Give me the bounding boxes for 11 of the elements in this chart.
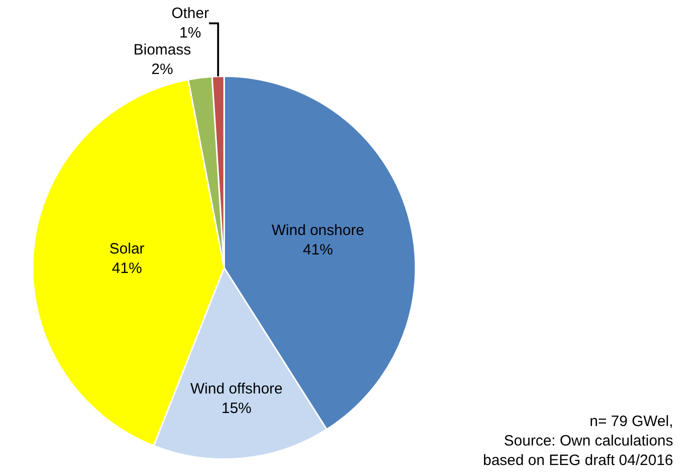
data-label: 41% [302, 242, 333, 259]
data-label: 2% [151, 61, 174, 78]
data-label: 15% [222, 400, 252, 418]
slice-label: Wind offshore [190, 380, 283, 398]
text: n= 79 GWel, Source: Own calculations based on EEG draft 04/2016 [483, 413, 674, 469]
slice-label: Solar [109, 240, 144, 258]
data-label: 41% [112, 260, 142, 277]
slice-label: Wind onshore [272, 222, 364, 240]
data-label: 1% [179, 24, 202, 42]
slice-label: Other [171, 5, 209, 22]
slice-label: Biomass [133, 42, 192, 59]
